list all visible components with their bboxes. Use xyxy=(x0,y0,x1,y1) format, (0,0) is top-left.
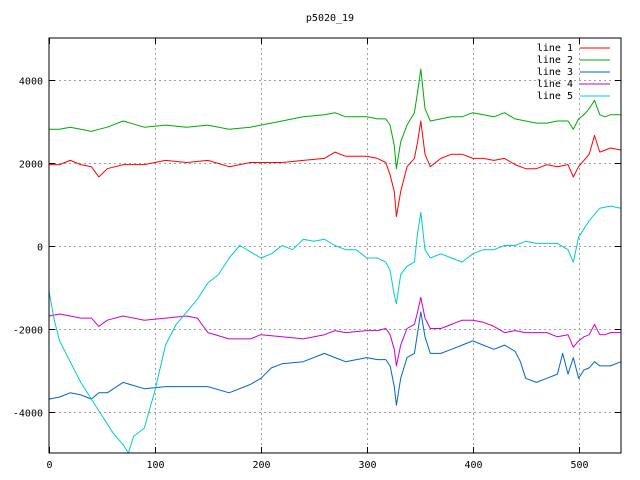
y-tick-label: -4000 xyxy=(13,409,43,420)
plot-frame xyxy=(48,37,622,454)
series-line-4 xyxy=(48,296,621,367)
x-tick-label: 300 xyxy=(358,460,376,471)
grid xyxy=(49,38,621,453)
y-tick-label: 0 xyxy=(37,243,43,254)
legend-label: line 5 xyxy=(537,91,573,102)
legend-label: line 3 xyxy=(537,67,573,78)
x-tick-label: 500 xyxy=(570,460,588,471)
x-tick-label: 100 xyxy=(146,460,164,471)
series-line-2 xyxy=(49,68,621,170)
y-tick-label: 4000 xyxy=(19,77,43,88)
series-line-3 xyxy=(48,311,622,406)
series-line-1 xyxy=(49,120,622,217)
x-tick-label: 0 xyxy=(46,460,52,471)
x-tick-label: 400 xyxy=(464,460,482,471)
chart-title: p5020_19 xyxy=(306,13,354,24)
y-tick-label: 2000 xyxy=(19,160,43,171)
axes: 0 100 200 300 400 500 -4000 -2000 0 2000 4000 xyxy=(13,38,621,471)
series-group xyxy=(48,68,622,454)
legend-label: line 1 xyxy=(537,43,573,54)
series-line-5 xyxy=(48,205,622,454)
legend-label: line 4 xyxy=(537,79,573,90)
x-tick-label: 200 xyxy=(252,460,270,471)
y-tick-label: -2000 xyxy=(13,326,43,337)
legend-label: line 2 xyxy=(537,55,573,66)
